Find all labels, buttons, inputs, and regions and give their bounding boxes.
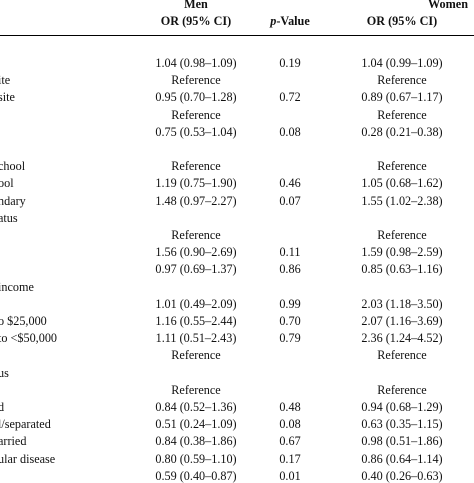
men-or-cell: 1.11 (0.51–2.43)	[155, 331, 237, 346]
p-value-cell: 0.19	[279, 56, 301, 70]
women-or-cell: 0.28 (0.21–0.38)	[361, 124, 443, 139]
row-label: chool	[0, 159, 26, 174]
women-or-cell: Reference	[377, 228, 427, 242]
women-or-cell: Reference	[377, 382, 427, 397]
p-value-cell: 0.79	[279, 331, 301, 346]
p-value-cell: 0.46	[279, 176, 301, 191]
men-or-cell: 1.19 (0.75–1.90)	[155, 176, 237, 191]
row-label: site	[0, 90, 15, 105]
women-or-cell: 0.94 (0.68–1.29)	[361, 400, 443, 414]
men-header: Men	[184, 0, 208, 11]
p-italic: p	[270, 14, 277, 28]
p-value-cell: 0.08	[279, 417, 301, 432]
row-label: ite	[0, 73, 11, 88]
men-or-cell: Reference	[171, 382, 221, 397]
men-or-cell: 0.97 (0.69–1.37)	[155, 262, 237, 277]
women-or-cell: Reference	[377, 73, 427, 88]
women-or-cell: Reference	[377, 107, 427, 122]
women-or-cell: 2.03 (1.18–3.50)	[361, 296, 443, 311]
p-suffix: -Value	[276, 14, 310, 28]
women-or-cell: 0.86 (0.64–1.14)	[361, 451, 443, 466]
men-or-cell: Reference	[171, 107, 221, 122]
row-label: ular disease	[0, 451, 56, 466]
men-or-cell: 1.16 (0.55–2.44)	[155, 314, 237, 328]
women-or-cell: 1.55 (1.02–2.38)	[361, 193, 443, 208]
row-label: o $25,000	[0, 314, 47, 328]
p-value-cell: 0.86	[279, 262, 301, 277]
p-value-cell: 0.01	[279, 468, 301, 483]
p-value-cell: 0.07	[279, 193, 301, 208]
men-or-cell: 0.80 (0.59–1.10)	[155, 451, 237, 466]
men-or-cell: Reference	[171, 159, 221, 174]
women-or-cell: Reference	[377, 348, 427, 363]
men-or-header: OR (95% CI)	[160, 14, 232, 28]
p-value-header: p-Value	[270, 14, 310, 28]
row-label: income	[0, 279, 34, 294]
p-value-cell: 0.17	[279, 451, 301, 466]
women-or-header: OR (95% CI)	[366, 14, 438, 28]
row-label: us	[0, 365, 9, 380]
row-label: to <$50,000	[0, 331, 58, 346]
p-value-cell: 0.70	[279, 314, 301, 328]
row-label: ool	[0, 176, 14, 191]
row-label: atus	[0, 210, 18, 225]
men-or-cell: 0.84 (0.52–1.36)	[155, 400, 237, 414]
header-rule	[0, 35, 474, 36]
women-or-cell: Reference	[377, 159, 427, 174]
women-or-cell: 1.59 (0.98–2.59)	[361, 245, 443, 260]
women-or-cell: 0.98 (0.51–1.86)	[361, 434, 443, 449]
row-label: l/separated	[0, 417, 51, 432]
men-or-cell: Reference	[171, 348, 221, 363]
women-or-cell: 2.07 (1.16–3.69)	[361, 314, 443, 328]
women-or-cell: 0.40 (0.26–0.63)	[361, 468, 443, 483]
women-or-cell: 0.89 (0.67–1.17)	[361, 90, 443, 105]
men-or-cell: 0.95 (0.70–1.28)	[155, 90, 237, 105]
women-or-cell: 0.63 (0.35–1.15)	[361, 417, 443, 432]
p-value-cell: 0.99	[279, 296, 301, 311]
women-or-cell: 1.04 (0.99–1.09)	[361, 56, 443, 70]
p-value-cell: 0.11	[279, 245, 301, 260]
p-value-cell: 0.72	[279, 90, 301, 105]
p-value-cell: 0.67	[279, 434, 301, 449]
row-label: d	[0, 400, 5, 414]
p-value-cell: 0.08	[279, 124, 301, 139]
row-label: arried	[0, 434, 27, 449]
men-or-cell: 1.04 (0.98–1.09)	[155, 56, 237, 70]
women-or-cell: 1.05 (0.68–1.62)	[361, 176, 443, 191]
men-or-cell: 1.56 (0.90–2.69)	[155, 245, 237, 260]
men-or-cell: Reference	[171, 228, 221, 242]
p-value-cell: 0.48	[279, 400, 301, 414]
men-or-cell: Reference	[171, 73, 221, 88]
men-or-cell: 0.51 (0.24–1.09)	[155, 417, 237, 432]
men-or-cell: 0.84 (0.38–1.86)	[155, 434, 237, 449]
row-label: ndary	[0, 193, 26, 208]
women-header: Women	[428, 0, 468, 11]
men-or-cell: 1.01 (0.49–2.09)	[155, 296, 237, 311]
women-or-cell: 0.85 (0.63–1.16)	[361, 262, 443, 277]
men-or-cell: 0.59 (0.40–0.87)	[155, 468, 237, 483]
men-or-cell: 0.75 (0.53–1.04)	[155, 124, 237, 139]
women-or-cell: 2.36 (1.24–4.52)	[361, 331, 443, 346]
men-or-cell: 1.48 (0.97–2.27)	[155, 193, 237, 208]
